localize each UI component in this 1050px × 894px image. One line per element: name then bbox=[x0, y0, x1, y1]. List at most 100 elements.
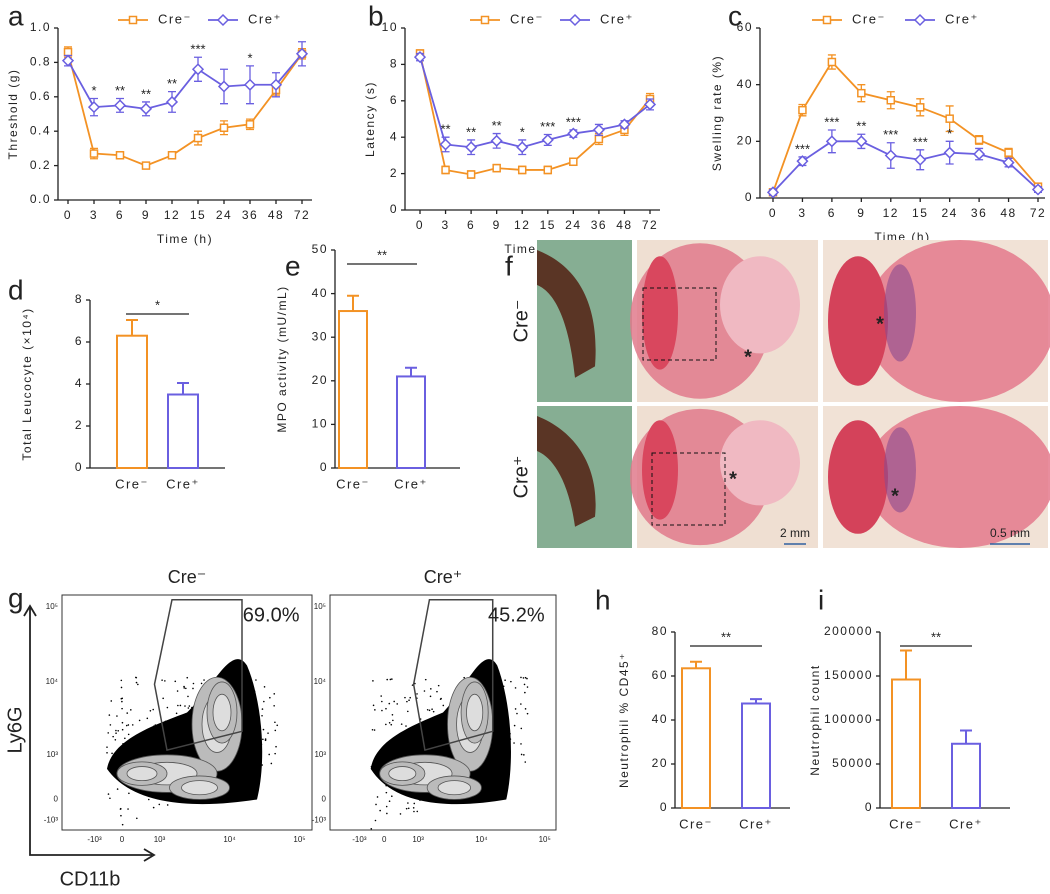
event-dot bbox=[106, 752, 108, 754]
bone bbox=[642, 420, 678, 520]
bar bbox=[891, 678, 921, 810]
infiltrate bbox=[884, 264, 916, 362]
panel-letter: h bbox=[595, 584, 611, 615]
event-dot bbox=[161, 679, 163, 681]
marker bbox=[943, 146, 956, 159]
gate bbox=[412, 598, 494, 752]
marker bbox=[191, 63, 205, 76]
y-axis-title: Total Leucocyte (×10⁴) bbox=[20, 307, 34, 460]
marker bbox=[1004, 148, 1013, 157]
event-dot bbox=[526, 677, 528, 680]
event-dot bbox=[138, 719, 141, 722]
tissue bbox=[720, 420, 800, 506]
event-dot bbox=[273, 704, 275, 707]
x-tick-label: 10³ bbox=[412, 835, 424, 844]
y-tick-label: 60 bbox=[652, 668, 668, 682]
event-dot bbox=[386, 678, 389, 681]
event-dot bbox=[261, 708, 264, 710]
event-dot bbox=[439, 698, 442, 700]
event-dot bbox=[267, 732, 269, 734]
series-line bbox=[67, 51, 303, 167]
event-dot bbox=[116, 788, 119, 790]
event-dot bbox=[514, 708, 517, 710]
event-dot bbox=[407, 807, 410, 810]
error-bar bbox=[126, 318, 138, 336]
contour bbox=[388, 766, 417, 782]
y-tick-label: 0 bbox=[390, 202, 398, 216]
x-tick-label: 48 bbox=[1000, 206, 1016, 220]
event-dot bbox=[176, 690, 179, 692]
event-dot bbox=[184, 705, 186, 707]
row-label: Cre⁻ bbox=[510, 300, 532, 343]
event-dot bbox=[130, 709, 132, 711]
marker bbox=[165, 95, 179, 109]
x-tick-label: 10⁴ bbox=[475, 835, 488, 844]
asterisk: * bbox=[744, 346, 752, 368]
event-dot bbox=[147, 798, 150, 801]
panel-letter: c bbox=[728, 0, 742, 31]
y-tick-label: 0.4 bbox=[30, 123, 51, 137]
event-dot bbox=[135, 681, 138, 684]
marker bbox=[243, 78, 257, 91]
plot-title: Cre⁺ bbox=[424, 567, 463, 587]
x-tick-label: Cre⁻ bbox=[115, 476, 149, 491]
event-dot bbox=[262, 728, 265, 731]
asterisk: * bbox=[729, 468, 737, 490]
bar bbox=[741, 702, 771, 809]
significance: *** bbox=[795, 141, 810, 156]
event-dot bbox=[431, 708, 433, 710]
bar bbox=[116, 334, 148, 470]
event-dot bbox=[119, 808, 122, 810]
event-dot bbox=[371, 728, 374, 731]
error-bar bbox=[960, 729, 972, 744]
event-dot bbox=[146, 717, 149, 720]
x-tick-label: 15 bbox=[540, 218, 556, 232]
legend-label: Cre⁻ bbox=[510, 11, 544, 26]
marker bbox=[766, 186, 780, 199]
event-dot bbox=[162, 697, 164, 700]
x-tick-label: 36 bbox=[242, 208, 258, 222]
event-dot bbox=[121, 700, 123, 703]
y-tick-label: 0.0 bbox=[30, 192, 51, 206]
event-dot bbox=[396, 703, 399, 705]
contour bbox=[126, 766, 158, 782]
y-tick-label: 0 bbox=[322, 795, 327, 804]
event-dot bbox=[131, 724, 134, 726]
marker bbox=[139, 102, 153, 115]
y-axis-title: Latency (s) bbox=[363, 81, 377, 157]
y-tick-label: 50000 bbox=[832, 756, 873, 770]
x-tick-label: 72 bbox=[642, 218, 658, 232]
event-dot bbox=[526, 686, 529, 688]
x-tick-label: 12 bbox=[883, 206, 899, 220]
event-dot bbox=[432, 710, 435, 713]
significance: * bbox=[155, 297, 160, 312]
event-dot bbox=[442, 704, 445, 707]
event-dot bbox=[109, 797, 111, 800]
x-tick-label: Cre⁻ bbox=[336, 476, 370, 491]
bar bbox=[338, 310, 368, 470]
contour bbox=[181, 780, 218, 796]
x-tick-label: 15 bbox=[912, 206, 928, 220]
event-dot bbox=[524, 676, 527, 679]
event-dot bbox=[385, 791, 388, 794]
event-dot bbox=[413, 810, 415, 813]
y-axis-title: MPO activity (mU/mL) bbox=[275, 285, 289, 432]
significance: *** bbox=[824, 114, 839, 129]
significance: *** bbox=[540, 119, 555, 134]
event-dot bbox=[524, 708, 527, 710]
x-tick-label: 10⁵ bbox=[293, 835, 305, 844]
event-dot bbox=[513, 742, 515, 744]
event-dot bbox=[121, 823, 124, 826]
y-tick-label: 20 bbox=[312, 373, 328, 387]
event-dot bbox=[416, 810, 419, 813]
event-dot bbox=[120, 697, 123, 700]
event-dot bbox=[426, 708, 429, 711]
event-dot bbox=[392, 719, 394, 722]
marker bbox=[490, 134, 503, 147]
marker bbox=[295, 47, 309, 60]
event-dot bbox=[430, 688, 432, 690]
event-dot bbox=[510, 680, 512, 683]
y-tick-label: 8 bbox=[75, 292, 83, 306]
event-dot bbox=[192, 687, 194, 690]
marker bbox=[827, 57, 837, 67]
